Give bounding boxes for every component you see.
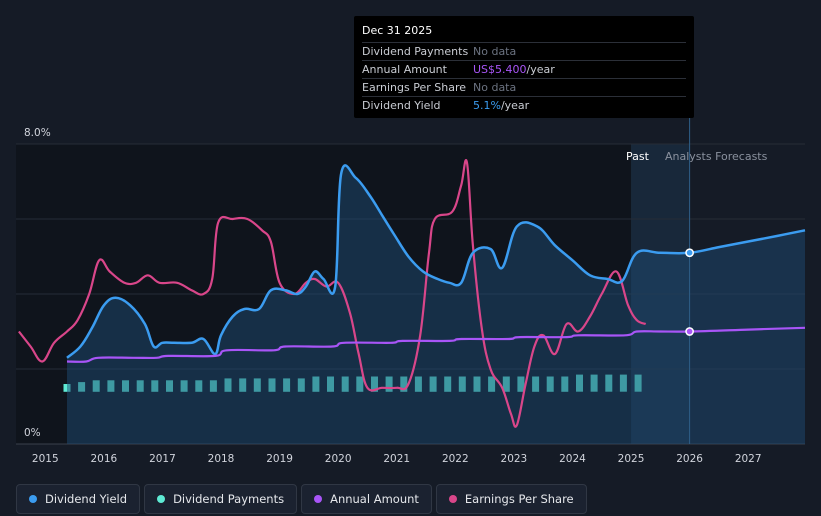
x-axis-ticks: 2015 2016 2017 2018 2019 2020 2021 2022 2023 2024…: [32, 453, 762, 465]
x-tick-label: 2019: [266, 453, 293, 465]
tooltip-value: 5.1%: [473, 99, 501, 112]
tooltip-label: Dividend Payments: [362, 45, 469, 58]
x-tick-label: 2017: [149, 453, 176, 465]
dividend-yield-line: [66, 164, 806, 359]
forecast-label: Analysts Forecasts: [665, 150, 768, 163]
legend: Dividend Yield Dividend Payments Annual …: [16, 484, 587, 514]
annual-amount-marker: [685, 327, 694, 336]
tooltip-date: Dec 31 2025: [362, 22, 686, 43]
tooltip-unit: /year: [500, 99, 530, 112]
dividend-yield-marker: [685, 248, 694, 258]
x-tick-label: 2020: [325, 453, 352, 465]
x-tick-label: 2023: [501, 453, 528, 465]
legend-annual-amount[interactable]: Annual Amount: [301, 484, 432, 514]
x-tick-label: 2022: [442, 453, 469, 465]
x-tick-label: 2026: [676, 453, 703, 465]
earnings-per-share-line: [18, 159, 647, 428]
tooltip-row-dividend-payments: Dividend Payments No data: [362, 43, 686, 61]
y-axis-label-top: 8.0%: [24, 127, 51, 139]
legend-earnings-per-share[interactable]: Earnings Per Share: [435, 484, 587, 514]
legend-dot-icon: [157, 495, 166, 503]
legend-dividend-yield[interactable]: Dividend Yield: [16, 484, 141, 514]
tooltip-row-dividend-yield: Dividend Yield 5.1%/year: [362, 97, 686, 114]
x-tick-label: 2015: [32, 453, 59, 465]
tooltip-label: Dividend Yield: [362, 99, 441, 112]
tooltip-unit: /year: [526, 63, 555, 76]
legend-label: Earnings Per Share: [464, 492, 574, 506]
x-tick-label: 2018: [208, 453, 235, 465]
past-label: Past: [626, 150, 650, 163]
tooltip-label: Earnings Per Share: [362, 81, 467, 94]
y-axis-label-bottom: 0%: [24, 427, 41, 439]
legend-label: Dividend Yield: [45, 492, 128, 506]
x-tick-label: 2025: [618, 453, 645, 465]
tooltip: Dec 31 2025 Dividend Payments No data An…: [354, 16, 694, 118]
legend-label: Annual Amount: [330, 492, 419, 506]
tooltip-value: US$5.400: [473, 63, 527, 76]
legend-dot-icon: [29, 495, 37, 503]
tooltip-value: No data: [473, 45, 517, 58]
legend-label: Dividend Payments: [173, 492, 285, 506]
legend-dot-icon: [314, 495, 323, 503]
tooltip-label: Annual Amount: [362, 63, 447, 76]
x-tick-label: 2016: [90, 453, 117, 465]
x-tick-label: 2021: [383, 453, 410, 465]
legend-dot-icon: [448, 495, 457, 503]
x-tick-label: 2024: [559, 453, 586, 465]
legend-dividend-payments[interactable]: Dividend Payments: [144, 484, 298, 514]
x-tick-label: 2027: [735, 453, 762, 465]
annual-amount-line: [66, 326, 806, 363]
tooltip-row-annual-amount: Annual Amount US$5.400/year: [362, 61, 686, 79]
dividend-yield-area: [67, 165, 805, 444]
tooltip-row-earnings-per-share: Earnings Per Share No data: [362, 79, 686, 97]
tooltip-value: No data: [473, 81, 517, 94]
